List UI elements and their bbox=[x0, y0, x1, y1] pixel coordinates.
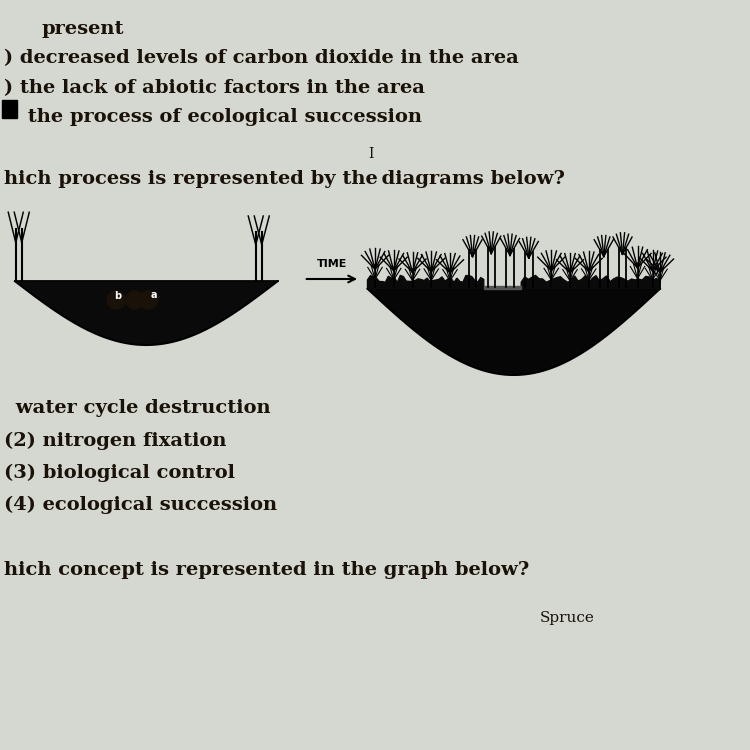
Text: hich concept is represented in the graph below?: hich concept is represented in the graph… bbox=[4, 561, 529, 579]
Circle shape bbox=[140, 291, 158, 309]
Text: Spruce: Spruce bbox=[540, 611, 595, 626]
Text: (2) nitrogen fixation: (2) nitrogen fixation bbox=[4, 431, 226, 449]
Text: ) decreased levels of carbon dioxide in the area: ) decreased levels of carbon dioxide in … bbox=[4, 49, 519, 67]
Text: (4) ecological succession: (4) ecological succession bbox=[4, 496, 277, 514]
Polygon shape bbox=[15, 281, 278, 345]
Text: the process of ecological succession: the process of ecological succession bbox=[21, 108, 422, 126]
Text: ) the lack of abiotic factors in the area: ) the lack of abiotic factors in the are… bbox=[4, 79, 424, 97]
Circle shape bbox=[107, 291, 125, 309]
Text: hich process is represented by the diagrams below?: hich process is represented by the diagr… bbox=[4, 170, 565, 188]
Text: I: I bbox=[368, 147, 374, 161]
Polygon shape bbox=[521, 275, 660, 289]
Text: present: present bbox=[41, 20, 124, 38]
Circle shape bbox=[126, 291, 144, 309]
Polygon shape bbox=[368, 289, 660, 375]
Polygon shape bbox=[484, 286, 521, 289]
Text: b: b bbox=[114, 291, 122, 302]
Text: TIME: TIME bbox=[316, 260, 347, 269]
Text: water cycle destruction: water cycle destruction bbox=[9, 399, 271, 417]
Bar bbox=[2, 100, 17, 118]
Polygon shape bbox=[368, 275, 484, 289]
Text: a: a bbox=[151, 290, 157, 300]
Text: (3) biological control: (3) biological control bbox=[4, 464, 235, 482]
